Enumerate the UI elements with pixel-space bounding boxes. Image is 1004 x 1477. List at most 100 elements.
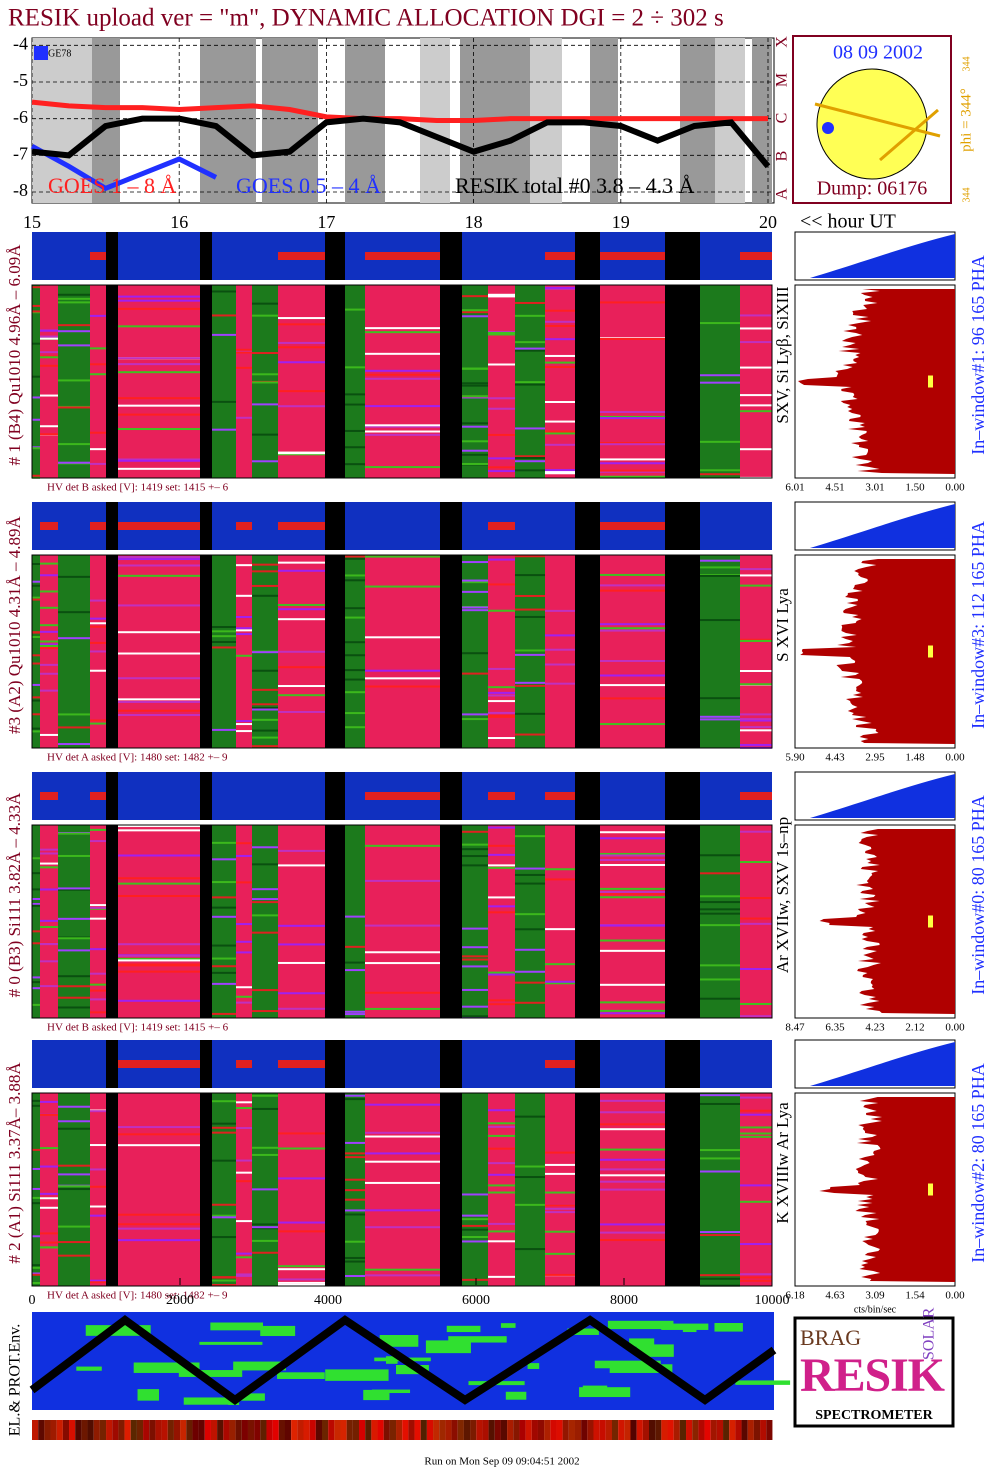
spectro-streak [118,877,200,880]
spectro-seg [32,285,40,478]
spectro-streak [118,428,200,431]
spectro-streak [740,448,772,451]
spectro-streak [252,563,278,566]
env-strip [99,1420,107,1440]
footer: Run on Mon Sep 09 09:04:51 2002 [424,1456,579,1468]
pha-tick: 4.51 [825,482,844,494]
spectro-streak [32,375,40,378]
spectro-streak [90,347,106,350]
spectro-streak [118,698,200,701]
spectro-seg [58,825,90,1018]
spectro-streak [252,314,278,317]
spectro-streak [212,1131,236,1134]
pha-marker [928,1183,933,1196]
spectro-streak [600,852,665,855]
spectro-seg [545,285,575,478]
spectro-seg [200,555,212,748]
spectro-streak [600,475,665,478]
spectro-streak [365,636,440,639]
spectro-streak [345,403,365,406]
spectro-streak [236,348,252,351]
spectro-streak [118,1133,200,1136]
spectro-streak [600,462,665,465]
spectro-streak [40,356,58,359]
strip-line [118,1060,200,1068]
spectro-streak [236,351,252,354]
series-line [30,143,218,192]
spectro-streak [545,320,575,323]
spectro-streak [58,1120,90,1123]
spectro-streak [32,584,40,587]
env-strip [328,1420,335,1440]
spectro-streak [365,352,440,355]
env-strip [457,1420,464,1440]
env-strip [241,1420,248,1440]
spectro-streak [118,1239,200,1242]
env-strip [130,1420,137,1440]
spectro-streak [90,622,106,625]
spectro-streak [488,1109,515,1112]
strip-line [278,522,325,530]
bottom-x-tick: 8000 [610,1293,638,1308]
spectro-frame [31,1092,773,1287]
env-strip [741,1420,748,1440]
spectro-streak [462,1005,488,1008]
spectro-streak [40,335,58,338]
spectro-streak [488,333,515,336]
spectro-streak [740,1243,772,1246]
env-strip [260,1420,267,1440]
spectro-streak [600,1099,665,1102]
spectro-seg [740,1093,772,1286]
spectro-streak [345,1152,365,1155]
spectro-streak [278,346,325,349]
spectro-streak [212,314,236,317]
spectro-streak [118,604,200,607]
spectro-streak [740,1002,772,1005]
spectro-streak [600,415,665,418]
spectro-streak [462,1218,488,1221]
logo-solar: SOLAR [921,1307,938,1360]
spectro-streak [462,425,488,428]
spectro-streak [345,393,365,396]
spectro-frame [31,554,773,749]
spectro-streak [252,729,278,732]
spectro-streak [278,453,325,456]
spectro-streak [118,964,200,967]
spectro-streak [118,829,200,832]
spectro-streak [345,308,365,311]
spectro-streak [740,1096,772,1099]
env-strip [476,1420,483,1440]
spectro-streak [515,873,545,876]
spectro-streak [118,459,200,462]
env-strip [173,1420,181,1440]
pha-tick: 2.95 [865,752,885,764]
spectro-streak [40,394,58,397]
spectro-streak [345,1198,365,1201]
spectro-streak [40,848,58,851]
spectro-streak [278,1221,325,1224]
y-tick-label: -5 [13,70,28,90]
spectro-seg [345,825,365,1018]
spectro-streak [462,396,488,399]
spectro-streak [515,981,545,984]
spectro-streak [40,985,58,988]
spectro-streak [212,400,236,403]
env-strip [247,1420,255,1440]
spectro-streak [212,915,236,918]
spectro-streak [40,919,58,922]
spectro-streak [40,640,58,643]
pha-tick: 0.00 [945,1022,965,1034]
env-strip [599,1420,606,1440]
side-label: #3 (A2) Qu1010 4.31Å – 4.89Å [5,515,24,733]
spectro-streak [515,1165,545,1168]
spectro-seg [365,555,440,748]
spectro-streak [365,1209,440,1212]
spectro-streak [236,1180,252,1183]
spectro-streak [90,722,106,725]
spectro-streak [545,609,575,612]
spectro-streak [32,1003,40,1006]
env-band [446,1325,481,1333]
spectro-streak [252,846,278,849]
strip-gap [440,772,462,820]
spectro-streak [212,971,236,974]
